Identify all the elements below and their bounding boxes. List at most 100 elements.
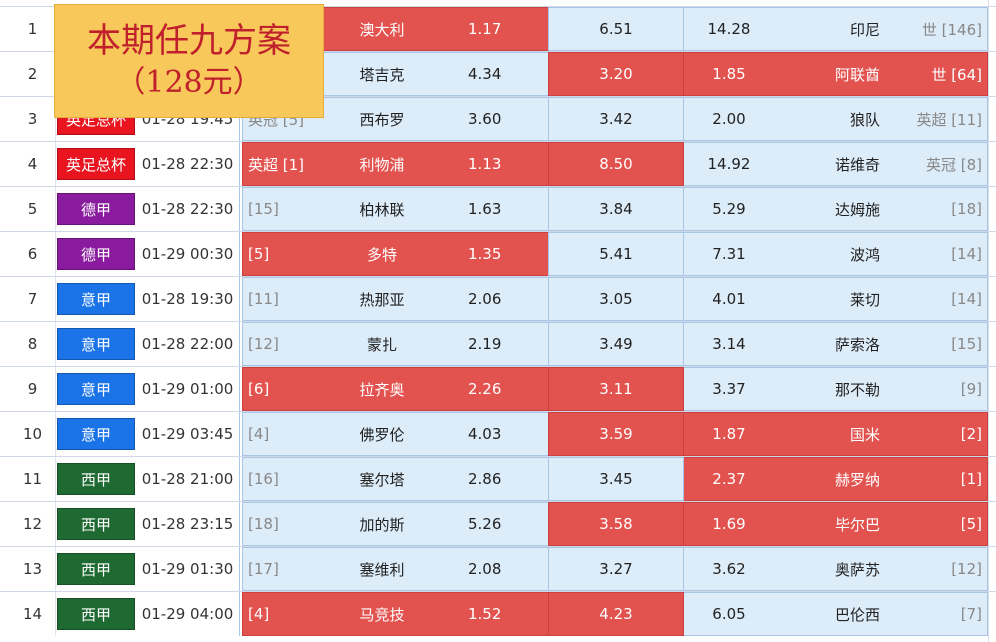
home-odds[interactable]: 4.03 [468,425,502,443]
draw-odds[interactable]: 3.84 [599,200,633,218]
draw-odds[interactable]: 3.11 [599,380,633,398]
home-cell-bg[interactable] [242,502,548,546]
table-row[interactable]: 13 西甲 01-29 01:30 [17] 塞维利 2.08 3.27 3.62 奥萨苏 [12… [0,546,996,591]
scrollbar-track[interactable] [988,0,989,642]
draw-odds[interactable]: 3.49 [599,335,633,353]
away-odds[interactable]: 1.85 [712,65,746,83]
away-cell-bg[interactable] [684,97,988,141]
away-cell-bg[interactable] [684,457,988,501]
away-cell-bg[interactable] [684,547,988,591]
draw-odds[interactable]: 3.58 [599,515,633,533]
away-odds[interactable]: 3.62 [712,560,746,578]
away-team[interactable]: 诺维奇 [834,155,880,174]
home-team[interactable]: 利物浦 [359,155,405,174]
away-team[interactable]: 狼队 [849,110,880,129]
home-odds[interactable]: 2.86 [468,470,502,488]
away-odds[interactable]: 3.37 [712,380,746,398]
draw-odds[interactable]: 3.27 [599,560,633,578]
home-odds[interactable]: 1.35 [468,245,502,263]
away-odds[interactable]: 6.05 [712,605,746,623]
draw-cell-bg[interactable] [548,457,684,501]
home-odds[interactable]: 3.60 [468,110,502,128]
home-cell-bg[interactable] [242,547,548,591]
table-row[interactable]: 4 英足总杯 01-28 22:30 英超 [1] 利物浦 1.13 8.50 14.92 诺维… [0,141,996,186]
home-team[interactable]: 塞维利 [359,560,405,579]
home-team[interactable]: 塞尔塔 [359,470,405,489]
draw-odds[interactable]: 6.51 [599,20,633,38]
away-cell-bg[interactable] [684,277,988,321]
draw-cell-bg[interactable] [548,592,684,636]
away-cell-bg[interactable] [684,322,988,366]
table-row[interactable]: 6 德甲 01-29 00:30 [5] 多特 1.35 5.41 7.31 波鸿 [14] [0,231,996,276]
home-odds[interactable]: 2.08 [468,560,502,578]
home-cell-bg[interactable] [242,592,548,636]
home-odds[interactable]: 1.52 [468,605,502,623]
away-cell-bg[interactable] [684,232,988,276]
home-team[interactable]: 拉齐奥 [359,380,405,399]
home-odds[interactable]: 1.13 [468,155,502,173]
home-cell-bg[interactable] [242,457,548,501]
away-cell-bg[interactable] [684,7,988,51]
away-cell-bg[interactable] [684,412,988,456]
away-team[interactable]: 阿联酋 [834,65,880,84]
home-team[interactable]: 多特 [366,245,397,264]
away-odds[interactable]: 1.69 [712,515,746,533]
league-badge[interactable]: 德甲 [57,238,135,270]
away-cell-bg[interactable] [684,142,988,186]
draw-cell-bg[interactable] [548,142,684,186]
away-team[interactable]: 萨索洛 [834,335,880,354]
home-team[interactable]: 热那亚 [359,290,405,309]
home-odds[interactable]: 2.26 [468,380,502,398]
league-badge[interactable]: 西甲 [57,508,135,540]
league-badge[interactable]: 意甲 [57,328,135,360]
table-row[interactable]: 5 德甲 01-28 22:30 [15] 柏林联 1.63 3.84 5.29 达姆施 [18] [0,186,996,231]
away-cell-bg[interactable] [684,592,988,636]
table-row[interactable]: 7 意甲 01-28 19:30 [11] 热那亚 2.06 3.05 4.01 莱切 [14] [0,276,996,321]
draw-cell-bg[interactable] [548,322,684,366]
league-badge[interactable]: 西甲 [57,598,135,630]
draw-odds[interactable]: 3.05 [599,290,633,308]
table-row[interactable]: 9 意甲 01-29 01:00 [6] 拉齐奥 2.26 3.11 3.37 那不勒 [9] [0,366,996,411]
away-team[interactable]: 那不勒 [834,380,880,399]
away-team[interactable]: 莱切 [849,290,880,309]
home-odds[interactable]: 2.06 [468,290,502,308]
home-cell-bg[interactable] [242,232,548,276]
home-odds[interactable]: 2.19 [468,335,502,353]
draw-cell-bg[interactable] [548,547,684,591]
draw-cell-bg[interactable] [548,367,684,411]
home-team[interactable]: 西布罗 [359,110,405,129]
home-odds[interactable]: 5.26 [468,515,502,533]
home-cell-bg[interactable] [242,367,548,411]
away-odds[interactable]: 2.00 [712,110,746,128]
home-cell-bg[interactable] [242,277,548,321]
home-odds[interactable]: 1.17 [468,20,502,38]
draw-odds[interactable]: 3.59 [599,425,633,443]
table-row[interactable]: 8 意甲 01-28 22:00 [12] 蒙扎 2.19 3.49 3.14 萨索洛 [15] [0,321,996,366]
home-team[interactable]: 塔吉克 [359,65,405,84]
draw-cell-bg[interactable] [548,52,684,96]
away-odds[interactable]: 5.29 [712,200,746,218]
league-badge[interactable]: 英足总杯 [57,148,135,180]
away-odds[interactable]: 14.92 [707,155,751,173]
away-odds[interactable]: 4.01 [712,290,746,308]
away-team[interactable]: 奥萨苏 [834,560,880,579]
draw-cell-bg[interactable] [548,412,684,456]
table-row[interactable]: 1 澳大利 1.17 6.51 14.28 印尼 世 [146] [0,6,996,51]
home-cell-bg[interactable] [242,412,548,456]
away-odds[interactable]: 7.31 [712,245,746,263]
home-odds[interactable]: 1.63 [468,200,502,218]
draw-cell-bg[interactable] [548,502,684,546]
draw-cell-bg[interactable] [548,232,684,276]
home-cell-bg[interactable] [242,142,548,186]
draw-odds[interactable]: 8.50 [599,155,633,173]
away-cell-bg[interactable] [684,367,988,411]
table-row[interactable]: 12 西甲 01-28 23:15 [18] 加的斯 5.26 3.58 1.69 毕尔巴 [5] [0,501,996,546]
home-team[interactable]: 柏林联 [359,200,405,219]
away-odds[interactable]: 14.28 [707,20,751,38]
home-team[interactable]: 马竞技 [359,605,405,624]
league-badge[interactable]: 意甲 [57,373,135,405]
draw-odds[interactable]: 4.23 [599,605,633,623]
home-team[interactable]: 加的斯 [359,515,405,534]
away-cell-bg[interactable] [684,502,988,546]
away-team[interactable]: 毕尔巴 [834,515,880,534]
